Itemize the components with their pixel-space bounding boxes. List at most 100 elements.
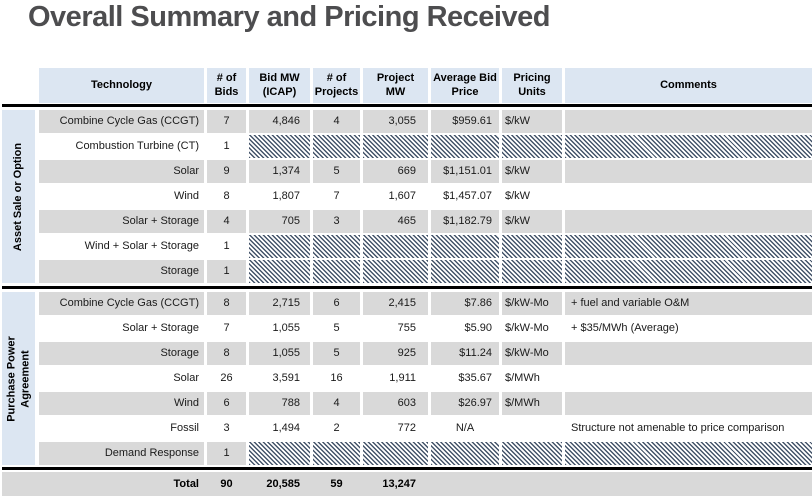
total-avg-price-empty: [431, 472, 499, 496]
project-mw-cell: [363, 235, 428, 258]
projects-cell: [313, 442, 360, 465]
avg-price-cell: [431, 235, 499, 258]
pricing-units-cell: $/MWh: [502, 392, 562, 415]
col-header-bid-mw: Bid MW (ICAP): [249, 68, 310, 103]
bid-mw-cell: [249, 442, 310, 465]
projects-cell: 5: [313, 160, 360, 183]
technology-cell: Wind: [39, 185, 204, 208]
table-row: Combine Cycle Gas (CCGT) 7 4,846 4 3,055…: [39, 110, 812, 133]
total-bids: 90: [220, 478, 233, 490]
bid-mw-cell: [249, 135, 310, 158]
projects-cell: 6: [313, 292, 360, 315]
avg-price-cell: $26.97: [431, 392, 499, 415]
page-title: Overall Summary and Pricing Received: [28, 1, 550, 33]
comment-cell: + $35/MWh (Average): [565, 317, 812, 340]
avg-price-cell: $959.61: [431, 110, 499, 133]
pricing-units-cell: [502, 417, 562, 440]
projects-cell: [313, 135, 360, 158]
comment-cell: [565, 210, 812, 233]
group-rows: Combine Cycle Gas (CCGT) 8 2,715 6 2,415…: [39, 292, 812, 465]
bids-cell: 8: [207, 292, 246, 315]
bid-mw-cell: 2,715: [249, 292, 310, 315]
project-mw-cell: [363, 442, 428, 465]
projects-cell: [313, 235, 360, 258]
comment-cell: [565, 392, 812, 415]
avg-price-cell: [431, 135, 499, 158]
comment-cell: [565, 342, 812, 365]
total-comments-empty: [565, 472, 812, 496]
group-rows: Combine Cycle Gas (CCGT) 7 4,846 4 3,055…: [39, 110, 812, 283]
project-mw-cell: 772: [363, 417, 428, 440]
bids-cell: 1: [207, 235, 246, 258]
avg-price-cell: $1,457.07: [431, 185, 499, 208]
bid-mw-cell: 1,374: [249, 160, 310, 183]
group-asset-sale-or-option: Asset Sale or Option Combine Cycle Gas (…: [2, 110, 812, 283]
projects-cell: 3: [313, 210, 360, 233]
avg-price-cell: [431, 260, 499, 283]
projects-cell: 4: [313, 392, 360, 415]
technology-cell: Solar: [39, 160, 204, 183]
col-header-avg-price: Average Bid Price: [431, 68, 499, 103]
header-separator-line: [2, 104, 812, 107]
table-row: Fossil 3 1,494 2 772 N/A Structure not a…: [39, 417, 812, 440]
pricing-units-cell: $/kW-Mo: [502, 317, 562, 340]
projects-cell: 16: [313, 367, 360, 390]
projects-cell: 2: [313, 417, 360, 440]
total-label: Total: [173, 478, 199, 490]
bid-mw-cell: [249, 235, 310, 258]
comment-cell: [565, 160, 812, 183]
pricing-units-cell: $/kW: [502, 110, 562, 133]
table-row: Wind + Solar + Storage 1: [39, 235, 812, 258]
comment-cell: [565, 260, 812, 283]
comment-cell: [565, 135, 812, 158]
bid-mw-cell: 1,807: [249, 185, 310, 208]
group-label-ppa: Purchase Power Agreement: [2, 292, 35, 465]
project-mw-cell: 925: [363, 342, 428, 365]
table-header-row: Technology # of Bids Bid MW (ICAP) # of …: [39, 68, 812, 103]
pricing-units-cell: $/kW: [502, 160, 562, 183]
col-header-pricing-units: Pricing Units: [502, 68, 562, 103]
technology-cell: Solar + Storage: [39, 317, 204, 340]
technology-cell: Solar: [39, 367, 204, 390]
project-mw-cell: 2,415: [363, 292, 428, 315]
total-project-mw: 13,247: [382, 478, 416, 490]
table-row: Solar 26 3,591 16 1,911 $35.67 $/MWh: [39, 367, 812, 390]
project-mw-cell: [363, 260, 428, 283]
bids-cell: 1: [207, 135, 246, 158]
comment-cell: [565, 235, 812, 258]
total-row: Total 90 20,585 59 13,247: [2, 472, 812, 496]
technology-cell: Combine Cycle Gas (CCGT): [39, 110, 204, 133]
bids-cell: 26: [207, 367, 246, 390]
projects-cell: 4: [313, 110, 360, 133]
total-bid-mw: 20,585: [266, 478, 300, 490]
avg-price-cell: $11.24: [431, 342, 499, 365]
bids-cell: 7: [207, 317, 246, 340]
summary-table: Technology # of Bids Bid MW (ICAP) # of …: [2, 68, 812, 496]
pricing-units-cell: [502, 442, 562, 465]
avg-price-cell: $5.90: [431, 317, 499, 340]
comment-cell: [565, 367, 812, 390]
technology-cell: Demand Response: [39, 442, 204, 465]
project-mw-cell: 1,911: [363, 367, 428, 390]
group-label-text: Asset Sale or Option: [11, 142, 24, 251]
projects-cell: 5: [313, 342, 360, 365]
col-header-project-mw: Project MW: [363, 68, 428, 103]
projects-cell: 5: [313, 317, 360, 340]
group-label-asset-sale: Asset Sale or Option: [2, 110, 35, 283]
bids-cell: 7: [207, 110, 246, 133]
bid-mw-cell: 1,055: [249, 342, 310, 365]
project-mw-cell: 1,607: [363, 185, 428, 208]
avg-price-cell: $1,151.01: [431, 160, 499, 183]
avg-price-cell: $35.67: [431, 367, 499, 390]
bid-mw-cell: [249, 260, 310, 283]
bid-mw-cell: 4,846: [249, 110, 310, 133]
projects-cell: [313, 260, 360, 283]
project-mw-cell: 603: [363, 392, 428, 415]
bids-cell: 1: [207, 442, 246, 465]
technology-cell: Combustion Turbine (CT): [39, 135, 204, 158]
group-purchase-power-agreement: Purchase Power Agreement Combine Cycle G…: [2, 292, 812, 465]
bids-cell: 8: [207, 185, 246, 208]
col-header-comments: Comments: [565, 68, 812, 103]
bid-mw-cell: 3,591: [249, 367, 310, 390]
avg-price-cell: $7.86: [431, 292, 499, 315]
